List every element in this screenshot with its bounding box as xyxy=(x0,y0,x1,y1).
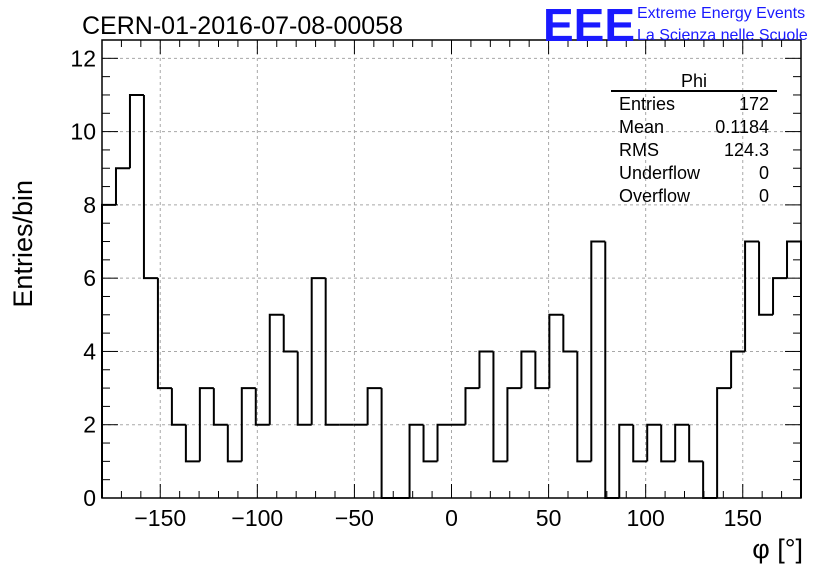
histogram-bin xyxy=(198,387,214,462)
histogram-bin xyxy=(772,277,788,315)
x-tick-label: 100 xyxy=(626,505,664,531)
histogram-bin xyxy=(324,278,340,426)
y-tick-label: 10 xyxy=(70,119,96,145)
histogram-bin xyxy=(436,423,452,462)
x-tick-label: −150 xyxy=(134,505,186,531)
stats-row-label: Overflow xyxy=(619,186,691,206)
x-axis-ticks: −150 −100 −50 0 50 100 150 xyxy=(120,40,783,531)
histogram-bin xyxy=(688,424,704,463)
histogram-bin xyxy=(408,423,424,498)
stats-row-value: 0 xyxy=(759,186,769,206)
histogram-bin xyxy=(618,423,634,498)
histogram-bin xyxy=(128,93,144,169)
histogram-bin xyxy=(590,240,606,462)
histogram-bin xyxy=(142,94,158,280)
histogram-bin xyxy=(730,350,746,389)
histogram-bin xyxy=(744,240,760,352)
histogram-bin xyxy=(422,424,438,463)
histogram-bin xyxy=(492,351,508,463)
stats-box: Phi Entries 172 Mean 0.1184 RMS 124.3 Underflo… xyxy=(611,71,777,206)
histogram-bin xyxy=(240,387,256,462)
stats-row-value: 124.3 xyxy=(724,140,769,160)
histogram-bin xyxy=(212,388,228,426)
y-tick-label: 4 xyxy=(83,338,96,364)
x-axis-label: φ [°] xyxy=(752,534,803,564)
histogram-bin xyxy=(310,277,326,425)
histogram-bin xyxy=(548,313,564,389)
x-tick-label: 0 xyxy=(445,505,458,531)
stats-row-value: 0.1184 xyxy=(715,117,769,137)
x-tick-label: 150 xyxy=(724,505,762,531)
y-tick-label: 6 xyxy=(83,265,96,291)
histogram-bin xyxy=(576,351,592,463)
y-tick-label: 12 xyxy=(70,45,96,71)
logo-mark: EEE xyxy=(543,0,635,51)
histogram-bin xyxy=(478,350,494,389)
histogram-bin xyxy=(646,423,662,462)
histogram-bin xyxy=(184,424,200,463)
histogram-bin xyxy=(170,388,186,426)
histogram-bin xyxy=(674,423,690,462)
histogram-bin xyxy=(716,387,732,498)
stats-row-label: RMS xyxy=(619,140,659,160)
stats-row-label: Underflow xyxy=(619,163,701,183)
histogram-bin xyxy=(562,314,578,353)
stats-row-value: 172 xyxy=(739,94,769,114)
stats-row-label: Entries xyxy=(619,94,675,114)
histogram-bin xyxy=(254,388,270,426)
y-axis-label: Entries/bin xyxy=(8,180,38,308)
histogram-bin xyxy=(660,424,676,463)
histogram-bin xyxy=(282,314,298,353)
y-axis-ticks: 0 2 4 6 8 10 12 xyxy=(70,45,801,511)
histogram-bin xyxy=(464,387,480,425)
histogram-bin xyxy=(268,313,284,425)
logo-line-1: Extreme Energy Events xyxy=(637,5,805,22)
x-tick-label: −50 xyxy=(335,505,374,531)
stats-title: Phi xyxy=(681,71,707,91)
histogram-bin xyxy=(534,351,550,390)
run-title: CERN-01-2016-07-08-00058 xyxy=(82,12,403,40)
logo-line-2: La Scienza nelle Scuole xyxy=(637,27,808,44)
histogram-bin xyxy=(506,387,522,462)
stats-rows: Entries 172 Mean 0.1184 RMS 124.3 Underflow 0 Ov… xyxy=(619,94,769,206)
stats-row-value: 0 xyxy=(759,163,769,183)
histogram-bin xyxy=(226,424,242,463)
histogram-bin xyxy=(632,424,648,463)
eee-logo: EEE Extreme Energy Events La Scienza nel… xyxy=(543,0,808,51)
y-tick-label: 0 xyxy=(83,485,96,511)
histogram-bin xyxy=(296,351,312,426)
y-tick-label: 8 xyxy=(83,192,96,218)
histogram-bin xyxy=(758,241,774,316)
histogram-bin xyxy=(520,350,536,389)
stats-row-label: Mean xyxy=(619,117,664,137)
x-tick-label: 50 xyxy=(536,505,562,531)
histogram-bin xyxy=(156,278,172,390)
y-tick-label: 2 xyxy=(83,412,96,438)
histogram-bin xyxy=(114,167,130,205)
x-tick-label: −100 xyxy=(231,505,283,531)
histogram-bin xyxy=(366,387,382,425)
